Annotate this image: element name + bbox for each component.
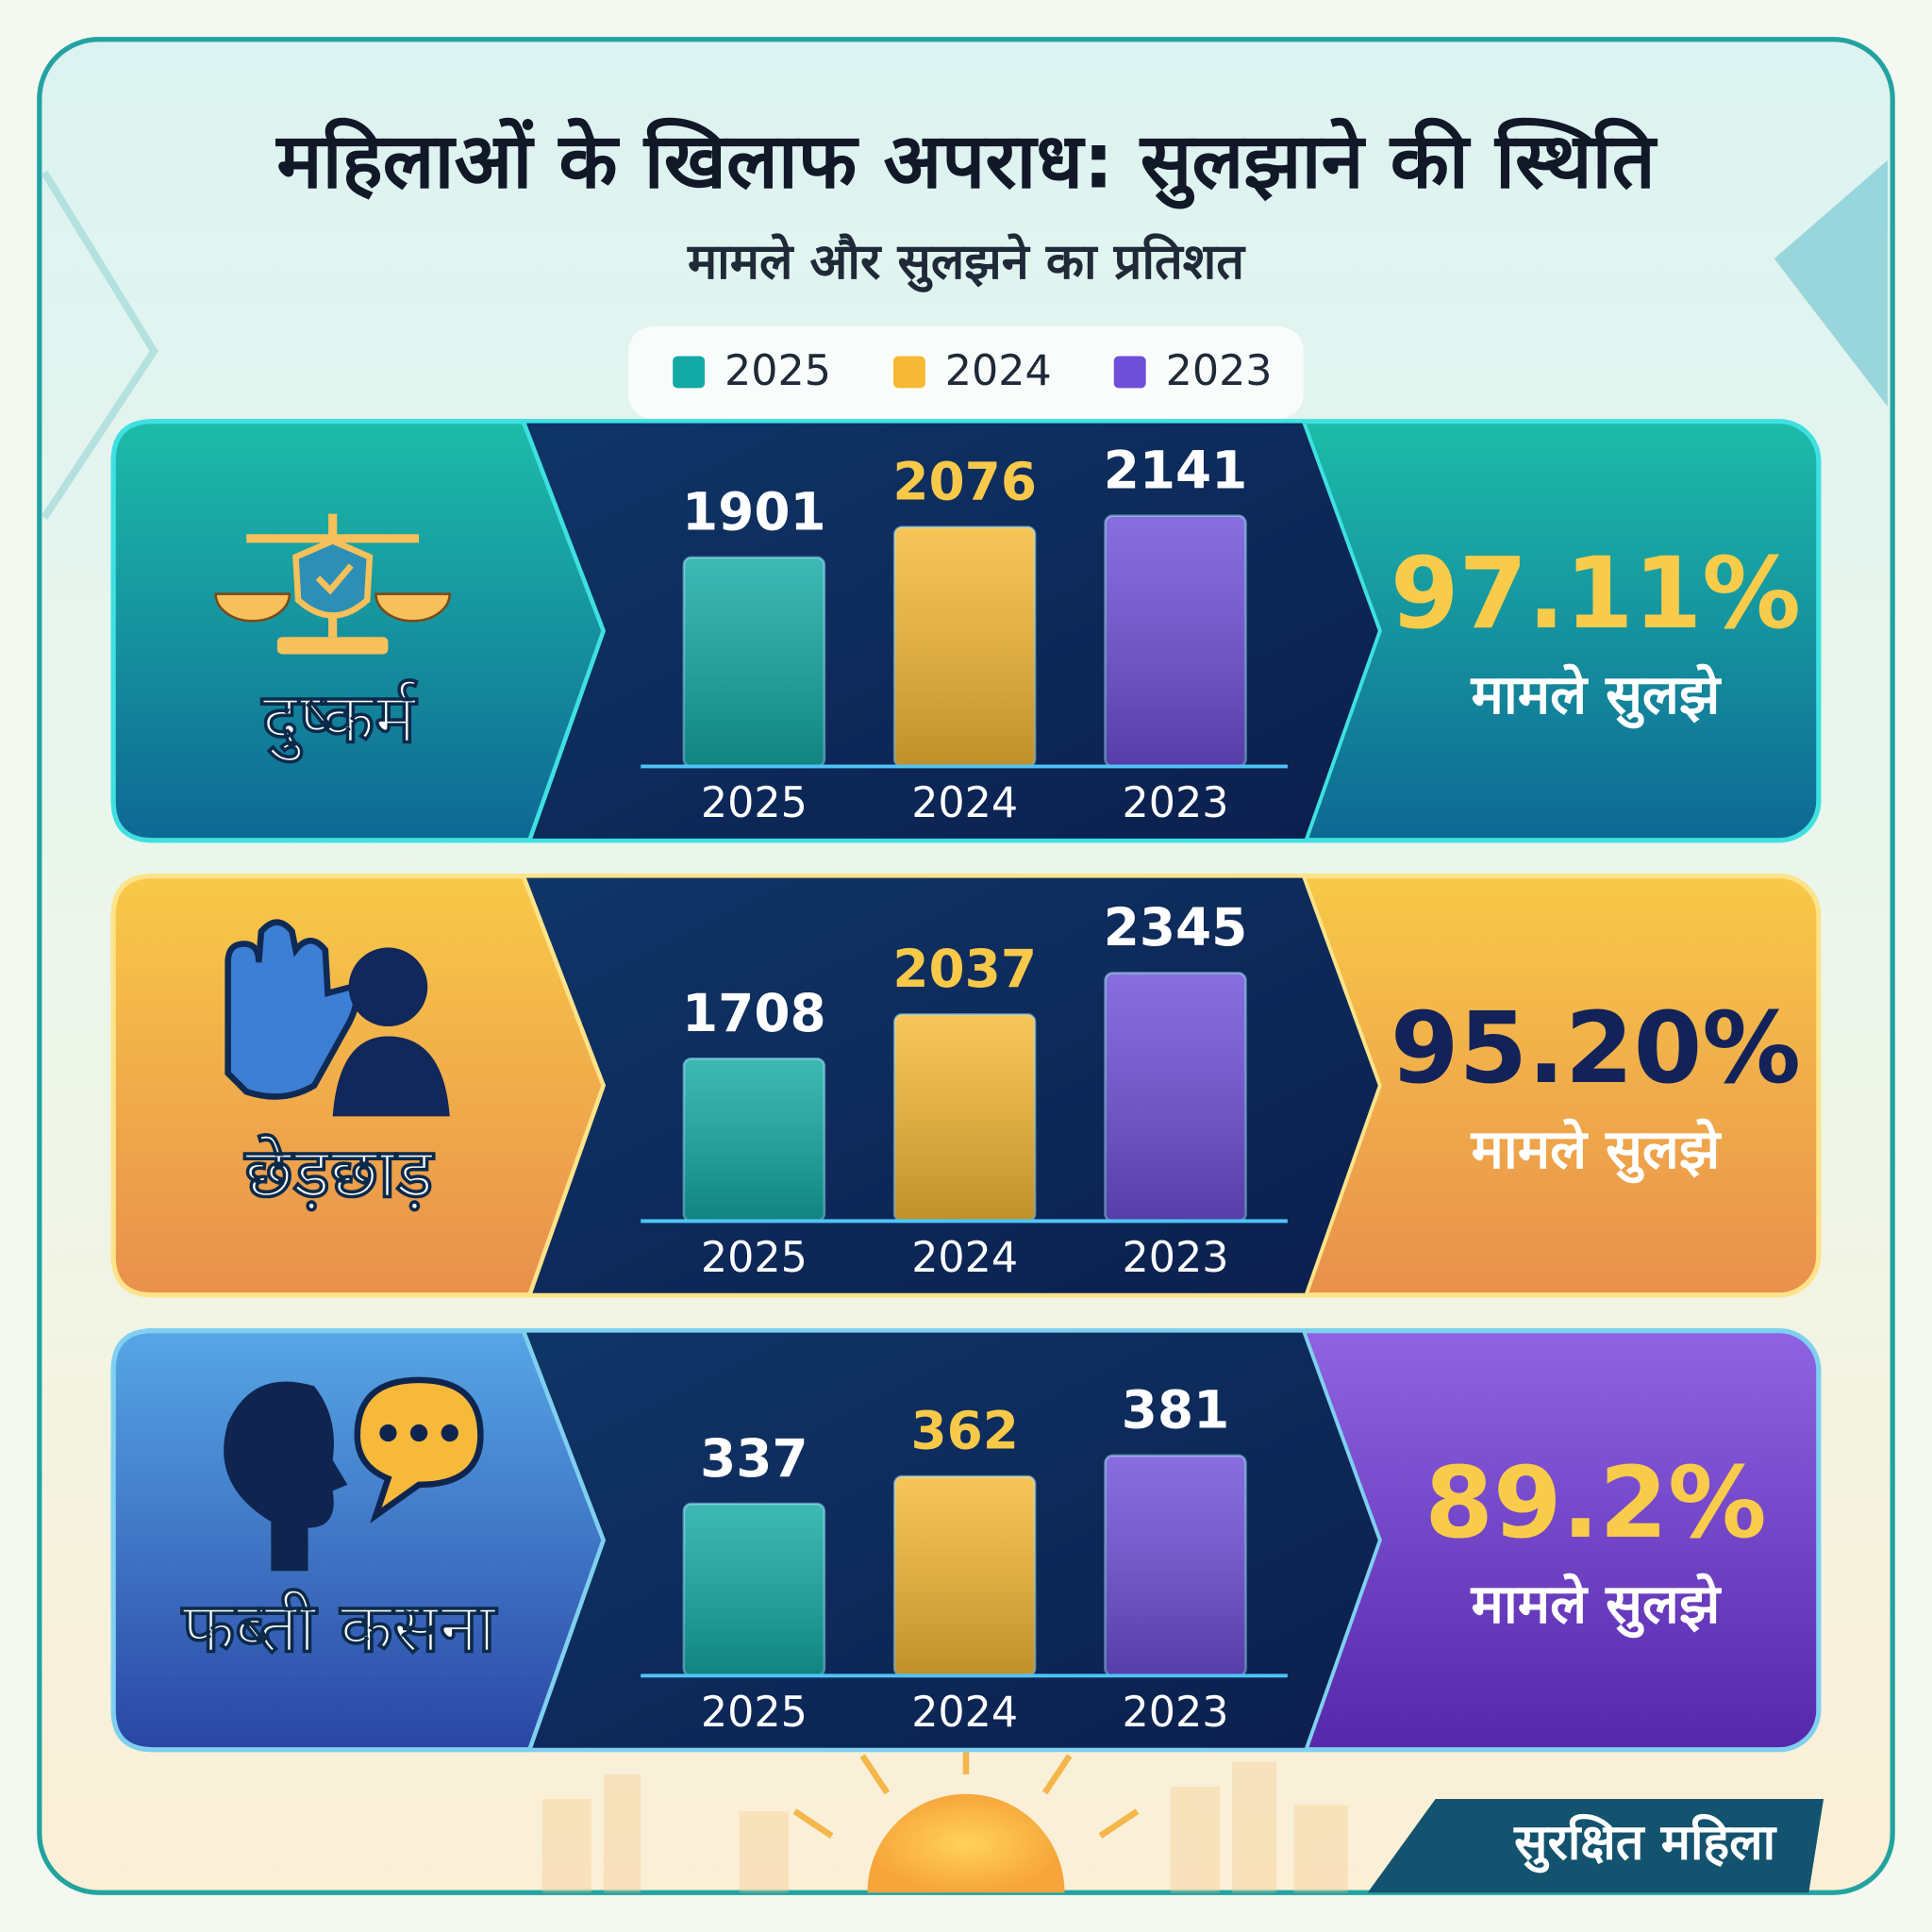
icon	[348, 947, 428, 1026]
icon	[409, 1424, 428, 1442]
bar-shade	[894, 1014, 1036, 1222]
solved-rate: 89.2%	[1424, 1445, 1766, 1560]
legend-label: 2025	[724, 347, 831, 395]
skyline	[541, 1761, 1348, 1893]
icon	[224, 1381, 348, 1572]
panel: छेड़छाड़ 95.20% मामले सुलझे 1708 2025 2037 202…	[110, 874, 1822, 1298]
deco	[41, 170, 158, 520]
category-title: दुष्कर्म	[260, 679, 419, 764]
icon	[332, 1036, 450, 1117]
bar-shade	[683, 1504, 824, 1676]
x-tick-label: 2024	[911, 1234, 1018, 1282]
panel-left	[110, 419, 607, 843]
x-tick-label: 2023	[1123, 1689, 1229, 1737]
category-title: फब्ती कसना	[180, 1589, 499, 1669]
sun-rays	[792, 1737, 1140, 1839]
x-tick-label: 2024	[911, 1689, 1018, 1737]
legend-box	[628, 326, 1304, 420]
value-label: 2076	[892, 451, 1037, 511]
x-tick-label: 2025	[701, 779, 808, 827]
sun	[867, 1793, 1065, 1893]
legend-label: 2024	[945, 347, 1052, 395]
value-label: 362	[910, 1401, 1018, 1461]
title: महिलाओं के खिलाफ अपराध: सुलझाने की स्थित…	[275, 117, 1657, 208]
icon	[225, 919, 359, 1100]
x-tick-label: 2023	[1123, 1234, 1229, 1282]
value-label: 1901	[682, 482, 826, 542]
value-label: 381	[1122, 1380, 1229, 1441]
solved-caption: मामले सुलझे	[1471, 663, 1723, 729]
icon	[379, 1424, 397, 1442]
solved-rate: 95.20%	[1391, 991, 1801, 1106]
x-tick-label: 2025	[701, 1234, 808, 1282]
footer-text: सुरक्षित महिला	[1513, 1814, 1778, 1874]
bar-shade	[683, 557, 824, 767]
bar-shade	[1105, 973, 1246, 1222]
solved-caption: मामले सुलझे	[1471, 1573, 1723, 1639]
value-label: 1708	[682, 983, 826, 1043]
deco	[1774, 159, 1888, 408]
bar-shade	[1105, 515, 1246, 767]
value-label: 2141	[1104, 440, 1248, 500]
panel: फब्ती कसना 89.2% मामले सुलझे 337 2025 362 2024…	[110, 1328, 1822, 1753]
solved-caption: मामले सुलझे	[1471, 1118, 1723, 1184]
bar-shade	[894, 1476, 1036, 1676]
value-label: 2345	[1104, 897, 1248, 958]
legend-label: 2023	[1166, 347, 1273, 395]
icon	[276, 637, 389, 655]
panel: दुष्कर्म 97.11% मामले सुलझे 1901 2025 2076 202…	[110, 419, 1822, 843]
panels: दुष्कर्म 97.11% मामले सुलझे 1901 2025 2076 202…	[110, 419, 1822, 1753]
panel-left	[110, 1328, 607, 1753]
legend-swatch	[670, 353, 708, 391]
x-tick-label: 2025	[701, 1689, 808, 1737]
icon	[214, 592, 452, 623]
x-tick-label: 2024	[911, 779, 1018, 827]
value-label: 337	[700, 1428, 808, 1489]
icon	[292, 537, 374, 619]
legend-swatch	[1111, 353, 1149, 391]
footer-ribbon	[1367, 1798, 1824, 1893]
bar-shade	[683, 1058, 824, 1222]
icon	[354, 1376, 484, 1524]
x-tick-label: 2023	[1123, 779, 1229, 827]
category-title: छेड़छाड़	[242, 1134, 436, 1214]
subtitle: मामले और सुलझने का प्रतिशत	[687, 233, 1246, 292]
icon	[441, 1424, 458, 1442]
legend: 2025 2024 2023	[670, 347, 1273, 395]
legend-swatch	[891, 353, 928, 391]
value-label: 2037	[892, 939, 1037, 999]
bar-shade	[1105, 1455, 1246, 1676]
icon	[315, 563, 354, 595]
bar-shade	[894, 526, 1036, 767]
solved-rate: 97.11%	[1391, 536, 1801, 651]
